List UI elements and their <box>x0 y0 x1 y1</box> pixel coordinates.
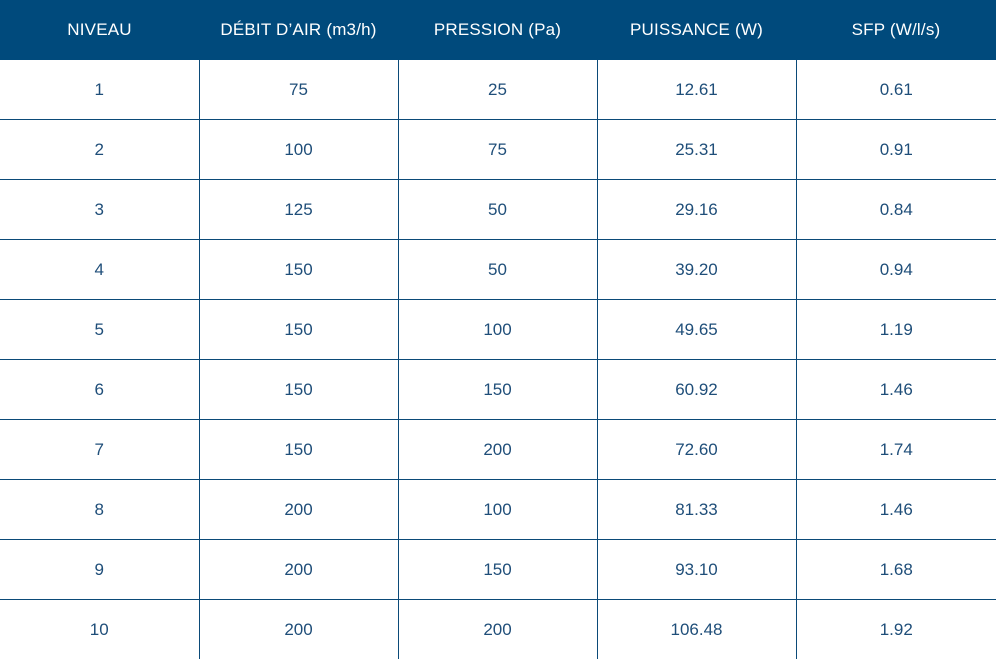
cell-puissance: 49.65 <box>597 299 797 360</box>
cell-sfp: 1.68 <box>796 539 996 600</box>
cell-niveau: 1 <box>0 60 200 120</box>
cell-sfp: 0.94 <box>796 239 996 300</box>
cell-pression: 50 <box>398 239 598 300</box>
cell-pression: 200 <box>398 599 598 659</box>
table-row: 10 200 200 106.48 1.92 <box>0 599 996 659</box>
cell-sfp: 1.92 <box>879 619 913 639</box>
table-row: 7 150 200 72.60 1.74 <box>0 419 996 480</box>
cell-puissance: 60.92 <box>597 359 797 420</box>
cell-puissance: 93.10 <box>597 539 797 600</box>
header-sfp: SFP (W/l/s) <box>796 0 996 60</box>
table-row: 3 125 50 29.16 0.84 <box>0 179 996 240</box>
cell-puissance: 72.60 <box>597 419 797 480</box>
cell-pression: 200 <box>398 419 598 480</box>
cell-sfp: 1.46 <box>796 479 996 540</box>
table-row: 1 75 25 12.61 0.61 <box>0 60 996 120</box>
cell-debit-air: 200 <box>199 599 399 659</box>
table-body: 1 75 25 12.61 0.61 2 100 75 25.31 0.91 3… <box>0 60 996 659</box>
cell-pression: 50 <box>398 179 598 240</box>
table-row: 6 150 150 60.92 1.46 <box>0 359 996 420</box>
cell-debit-air: 150 <box>199 419 399 480</box>
cell-pression: 150 <box>398 539 598 600</box>
cell-niveau: 10 <box>0 599 200 659</box>
cell-sfp: 1.46 <box>796 359 996 420</box>
header-debit-air: DÉBIT D’AIR (m3/h) <box>199 0 398 60</box>
header-niveau: NIVEAU <box>0 0 199 60</box>
cell-puissance: 106.48 <box>597 599 797 659</box>
cell-puissance: 12.61 <box>597 60 797 120</box>
cell-debit-air: 150 <box>199 299 399 360</box>
cell-puissance: 81.33 <box>597 479 797 540</box>
header-row: NIVEAU DÉBIT D’AIR (m3/h) PRESSION (Pa) … <box>0 0 996 60</box>
cell-pression: 75 <box>398 119 598 180</box>
table-row: 8 200 100 81.33 1.46 <box>0 479 996 540</box>
table-row: 4 150 50 39.20 0.94 <box>0 239 996 300</box>
cell-sfp: 1.19 <box>796 299 996 360</box>
cell-niveau: 7 <box>0 419 200 480</box>
cell-debit-air: 100 <box>199 119 399 180</box>
table-row: 2 100 75 25.31 0.91 <box>0 119 996 180</box>
cell-debit-air: 150 <box>199 359 399 420</box>
header-puissance: PUISSANCE (W) <box>597 0 796 60</box>
cell-puissance: 39.20 <box>597 239 797 300</box>
table-row: 5 150 100 49.65 1.19 <box>0 299 996 360</box>
cell-niveau: 9 <box>0 539 200 600</box>
table-header: NIVEAU DÉBIT D’AIR (m3/h) PRESSION (Pa) … <box>0 0 996 60</box>
cell-debit-air: 125 <box>199 179 399 240</box>
cell-debit-air: 75 <box>199 60 399 120</box>
cell-puissance: 25.31 <box>597 119 797 180</box>
header-pression: PRESSION (Pa) <box>398 0 597 60</box>
cell-pression: 25 <box>398 60 598 120</box>
cell-debit-air: 200 <box>199 539 399 600</box>
cell-niveau: 5 <box>0 299 200 360</box>
cell-sfp: 0.91 <box>796 119 996 180</box>
cell-pression: 100 <box>398 479 598 540</box>
cell-debit-air: 150 <box>199 239 399 300</box>
cell-pression: 100 <box>398 299 598 360</box>
cell-debit-air: 200 <box>199 479 399 540</box>
cell-niveau: 4 <box>0 239 200 300</box>
cell-niveau: 6 <box>0 359 200 420</box>
cell-niveau: 3 <box>0 179 200 240</box>
cell-pression: 150 <box>398 359 598 420</box>
cell-sfp: 0.84 <box>796 179 996 240</box>
cell-sfp: 1.74 <box>796 419 996 480</box>
cell-niveau: 8 <box>0 479 200 540</box>
cell-sfp: 0.61 <box>796 60 996 120</box>
cell-niveau: 2 <box>0 119 200 180</box>
cell-puissance: 29.16 <box>597 179 797 240</box>
table-row: 9 200 150 93.10 1.68 <box>0 539 996 600</box>
